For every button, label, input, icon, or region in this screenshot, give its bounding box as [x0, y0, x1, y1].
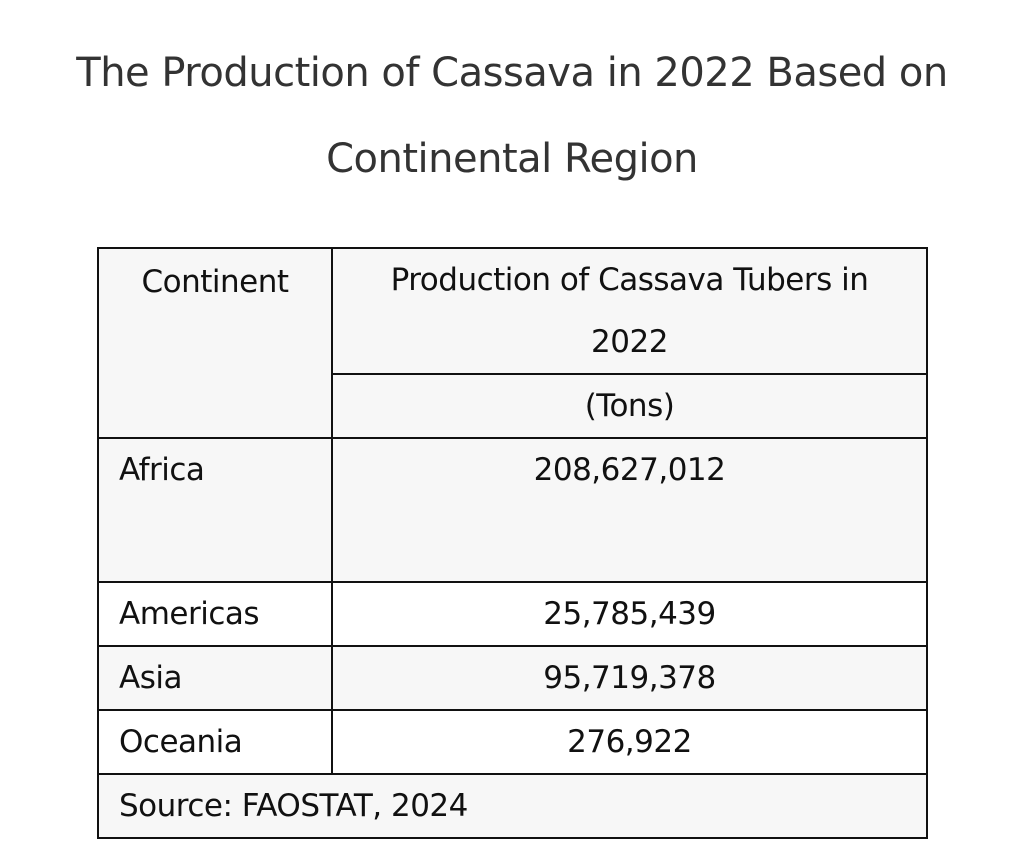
source-row: Source: FAOSTAT, 2024 — [97, 773, 928, 839]
cell: 25,785,439 — [331, 581, 928, 647]
header-cell: Continent — [97, 247, 333, 439]
header-row: Continent Production of Cassava Tubers i… — [97, 247, 928, 439]
cell: Americas — [97, 581, 333, 647]
page-title: The Production of Cassava in 2022 Based … — [76, 50, 948, 182]
header-row: (Tons) — [98, 373, 928, 439]
row: Asia 95,719,378 — [97, 645, 928, 711]
cell: 208,627,012 — [331, 437, 928, 583]
row: Oceania 276,922 — [97, 709, 928, 775]
cell: Africa — [97, 437, 333, 583]
header-cell: Production of Cassava Tubers in 2022 — [331, 247, 928, 375]
cell: 95,719,378 — [331, 645, 928, 711]
header-cell: (Tons) — [331, 373, 928, 439]
cell: Asia — [97, 645, 333, 711]
cell: Oceania — [97, 709, 333, 775]
row: Americas 25,785,439 — [97, 581, 928, 647]
cell: 276,922 — [331, 709, 928, 775]
data-table: Continent Production of Cassava Tubers i… — [97, 247, 928, 839]
source: Source: FAOSTAT, 2024 — [97, 773, 928, 839]
row: Africa 208,627,012 — [97, 437, 928, 583]
